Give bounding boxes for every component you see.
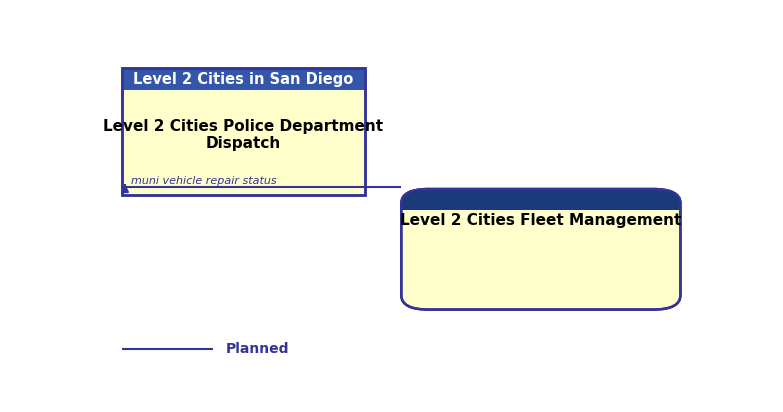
FancyBboxPatch shape [402,189,680,210]
Text: Level 2 Cities Fleet Management: Level 2 Cities Fleet Management [400,213,681,228]
Text: Level 2 Cities in San Diego: Level 2 Cities in San Diego [133,72,354,87]
Text: Planned: Planned [226,342,289,356]
Text: muni vehicle repair status: muni vehicle repair status [132,176,277,186]
FancyBboxPatch shape [122,68,365,90]
FancyBboxPatch shape [122,68,365,195]
Bar [402,199,680,210]
FancyBboxPatch shape [402,189,680,309]
Text: Level 2 Cities Police Department
Dispatch: Level 2 Cities Police Department Dispatc… [103,119,384,151]
